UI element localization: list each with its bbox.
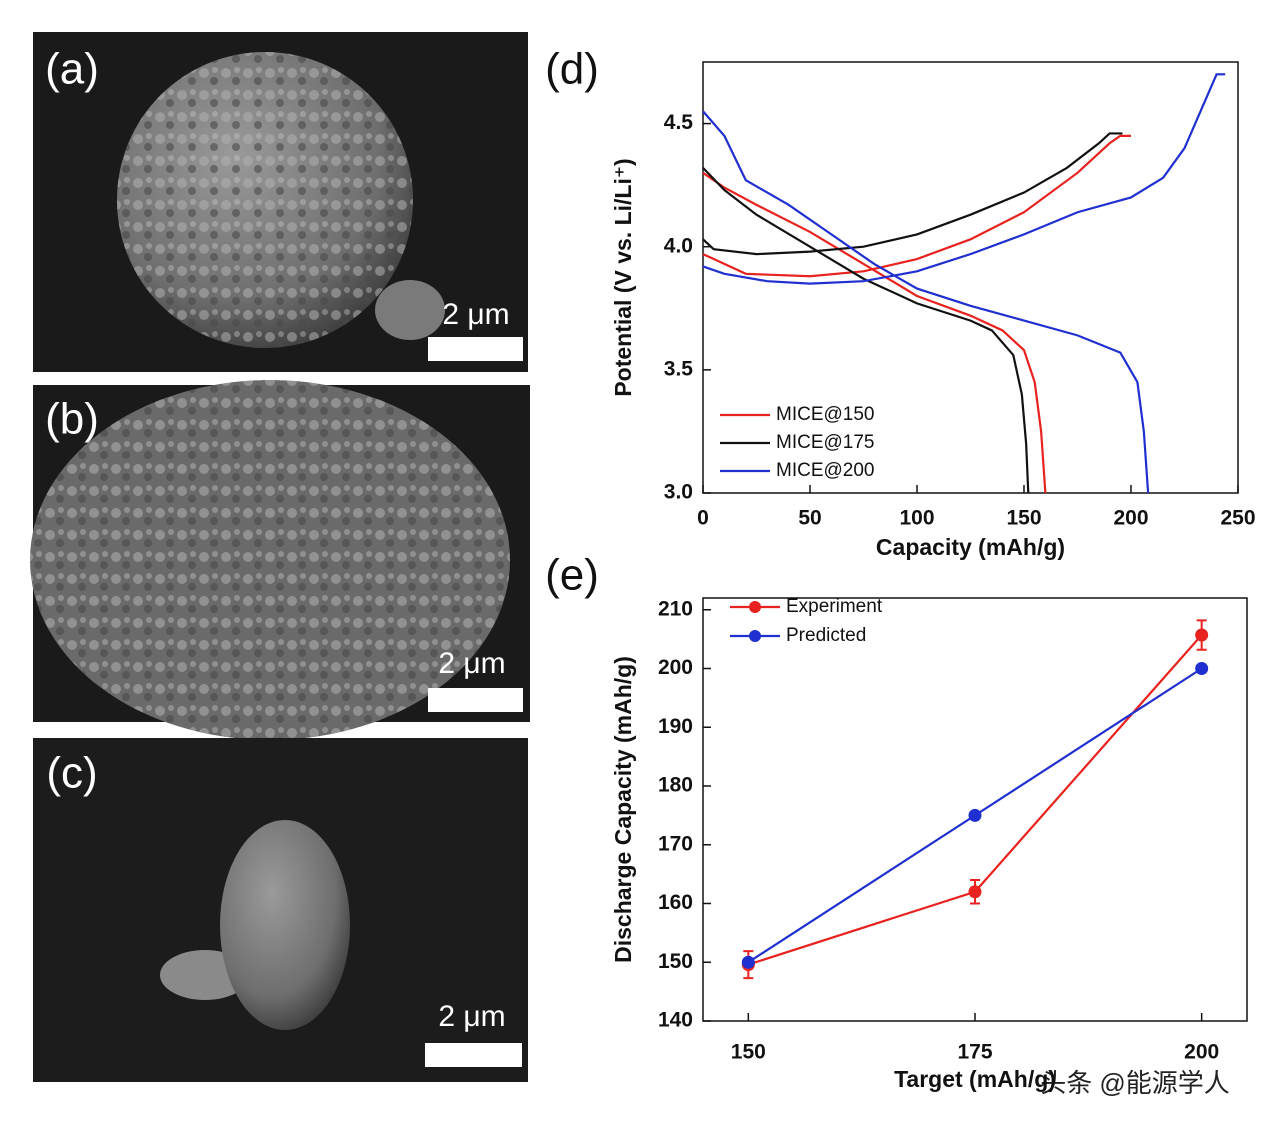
legend-label: MICE@200 bbox=[776, 460, 875, 481]
scale-bar-label: 2 μm bbox=[442, 298, 509, 331]
scale-bar-label: 2 μm bbox=[438, 647, 505, 680]
scale-bar-label: 2 μm bbox=[438, 1000, 505, 1033]
x-axis-label: Target (mAh/g) bbox=[894, 1066, 1056, 1092]
legend-marker bbox=[749, 630, 761, 642]
curve-discharge bbox=[702, 171, 1047, 494]
panel-label: (d) bbox=[545, 45, 599, 94]
y-tick-label: 160 bbox=[658, 891, 693, 914]
plot-frame bbox=[702, 61, 1239, 494]
legend-label: Predicted bbox=[786, 625, 866, 646]
y-tick-label: 4.0 bbox=[664, 234, 693, 257]
sem-image-a bbox=[33, 32, 528, 372]
y-tick-label: 4.5 bbox=[664, 111, 694, 134]
curve-charge bbox=[702, 132, 1123, 256]
x-tick-label: 150 bbox=[1006, 507, 1041, 530]
curve-charge bbox=[702, 134, 1131, 278]
y-tick-label: 210 bbox=[658, 597, 693, 620]
legend-label: MICE@175 bbox=[776, 432, 875, 453]
y-tick-label: 170 bbox=[658, 832, 693, 855]
sem-image-c bbox=[33, 738, 528, 1082]
panel-label: (e) bbox=[545, 551, 599, 600]
y-axis-label: Potential (V vs. Li/Li⁺) bbox=[610, 158, 636, 396]
x-tick-label: 250 bbox=[1220, 507, 1255, 530]
x-tick-label: 50 bbox=[798, 507, 821, 530]
x-tick-label: 150 bbox=[731, 1041, 766, 1064]
watermark: 头条 @能源学人 bbox=[1040, 1068, 1230, 1098]
data-point bbox=[968, 885, 982, 899]
panel-label: (a) bbox=[45, 45, 99, 94]
y-tick-label: 150 bbox=[658, 950, 693, 973]
legend-label: MICE@150 bbox=[776, 404, 875, 425]
panel-label: (c) bbox=[46, 749, 97, 798]
data-point bbox=[1195, 628, 1209, 642]
data-point bbox=[1195, 662, 1209, 675]
curve-discharge bbox=[702, 110, 1150, 494]
y-tick-label: 3.0 bbox=[664, 481, 693, 504]
y-tick-label: 140 bbox=[658, 1009, 693, 1032]
y-tick-label: 3.5 bbox=[664, 357, 694, 380]
curve-discharge bbox=[702, 167, 1030, 494]
x-tick-label: 0 bbox=[697, 507, 709, 530]
curve-charge bbox=[702, 73, 1226, 285]
series-line bbox=[747, 634, 1203, 966]
x-axis-label: Capacity (mAh/g) bbox=[876, 534, 1065, 560]
x-tick-label: 100 bbox=[899, 507, 934, 530]
y-tick-label: 190 bbox=[658, 715, 693, 738]
x-tick-label: 175 bbox=[957, 1041, 992, 1064]
panel-label: (b) bbox=[45, 395, 99, 444]
y-tick-label: 200 bbox=[658, 656, 693, 679]
data-point bbox=[968, 808, 982, 822]
sem-image-b bbox=[30, 380, 530, 740]
legend-marker bbox=[749, 601, 761, 613]
legend-label: Experiment bbox=[786, 596, 883, 617]
y-axis-label: Discharge Capacity (mAh/g) bbox=[610, 656, 636, 963]
x-tick-label: 200 bbox=[1184, 1041, 1219, 1064]
y-tick-label: 180 bbox=[658, 774, 693, 797]
data-point bbox=[741, 955, 755, 969]
x-tick-label: 200 bbox=[1113, 507, 1148, 530]
